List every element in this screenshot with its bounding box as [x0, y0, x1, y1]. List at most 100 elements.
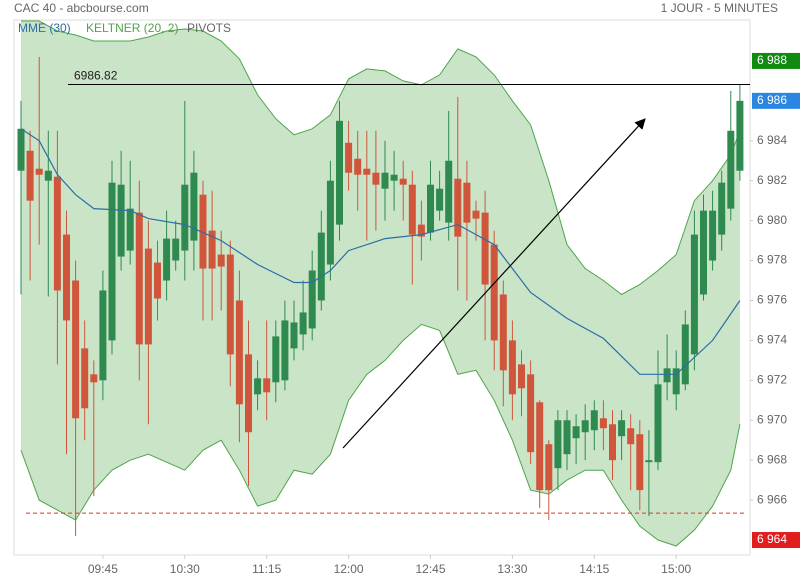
- candle-body: [399, 178, 407, 185]
- candle-body: [690, 234, 698, 355]
- candle-body: [372, 172, 380, 185]
- candle-body: [681, 324, 689, 385]
- x-tick-label: 14:15: [579, 562, 609, 576]
- candle-body: [26, 150, 34, 201]
- x-tick-label: 12:45: [415, 562, 445, 576]
- candle-body: [117, 184, 125, 257]
- candle-body: [390, 174, 398, 181]
- candle-body: [217, 254, 225, 267]
- candle-body: [345, 142, 353, 173]
- candle-body: [235, 300, 243, 405]
- x-tick-label: 10:30: [170, 562, 200, 576]
- candle-body: [135, 212, 143, 345]
- y-tick-label: 6 972: [757, 372, 787, 386]
- candle-body: [709, 210, 717, 261]
- plot: [17, 20, 744, 547]
- price-marker-label: 6 988: [757, 53, 787, 67]
- candle-body: [208, 230, 216, 269]
- candle-body: [545, 444, 553, 491]
- candle-body: [263, 378, 271, 393]
- mme-line: [20, 128, 741, 375]
- price-marker: [752, 92, 800, 109]
- y-tick-label: 6 976: [757, 293, 787, 307]
- candle-body: [718, 182, 726, 235]
- candle-body: [654, 384, 662, 463]
- y-tick-label: 6 974: [757, 333, 787, 347]
- price-marker-label: 6 986: [757, 93, 787, 107]
- candle-body: [445, 160, 453, 223]
- candle-body: [354, 158, 362, 175]
- candle-body: [636, 434, 644, 491]
- y-tick-label: 6 970: [757, 412, 787, 426]
- y-tick-label: 6 968: [757, 452, 787, 466]
- price-marker: [752, 52, 800, 69]
- candle-body: [53, 176, 61, 291]
- candle-body: [490, 244, 498, 341]
- y-tick-label: 6 966: [757, 492, 787, 506]
- candle-body: [381, 172, 389, 189]
- x-tick-label: 12:00: [334, 562, 364, 576]
- x-tick-label: 15:00: [661, 562, 691, 576]
- candle-body: [572, 426, 580, 439]
- candle-body: [727, 130, 735, 209]
- candle-body: [417, 224, 425, 237]
- candle-body: [408, 184, 416, 235]
- legend-entry: KELTNER (20, 2): [86, 21, 178, 35]
- candle-body: [645, 460, 653, 463]
- candle-body: [536, 402, 544, 491]
- y-tick-label: 6 984: [757, 133, 787, 147]
- candle-body: [363, 168, 371, 175]
- candle-body: [126, 208, 134, 251]
- candle-body: [454, 178, 462, 237]
- candle-body: [663, 368, 671, 383]
- price-marker: [752, 532, 800, 549]
- candle-body: [481, 212, 489, 285]
- candle-body: [627, 428, 635, 445]
- keltner-lower: [20, 323, 741, 547]
- candle-body: [90, 374, 98, 383]
- candle-body: [508, 340, 516, 395]
- candle-body: [172, 238, 180, 261]
- candle-body: [427, 184, 434, 233]
- candle-body: [181, 184, 189, 251]
- candle-body: [700, 210, 707, 295]
- candle-body: [563, 420, 571, 455]
- candle-body: [336, 120, 343, 225]
- candle-body: [108, 182, 116, 341]
- period-label: 1 JOUR - 5 MINUTES: [661, 1, 778, 15]
- candle-body: [499, 294, 507, 371]
- candle-body: [472, 210, 480, 219]
- keltner-band: [21, 21, 740, 546]
- candle-body: [554, 420, 562, 469]
- candle-body: [190, 172, 198, 241]
- candle-body: [581, 420, 589, 433]
- candle-body: [527, 374, 535, 453]
- candle-body: [99, 290, 107, 381]
- candle-body: [63, 234, 70, 321]
- source-title: CAC 40 - abcbourse.com: [14, 1, 149, 15]
- legend-entry: PIVOTS: [187, 21, 231, 35]
- legend: MME (30) KELTNER (20, 2) PIVOTS: [18, 21, 231, 35]
- y-tick-label: 6 978: [757, 253, 787, 267]
- candle-body: [518, 364, 525, 389]
- candle-body: [590, 410, 598, 431]
- candle-body: [163, 238, 171, 281]
- legend-entry: MME (30): [18, 21, 71, 35]
- y-tick-label: 6 980: [757, 213, 787, 227]
- trend-arrow: [342, 118, 646, 449]
- keltner-upper: [21, 20, 741, 296]
- candle-body: [44, 170, 52, 181]
- candle-body: [290, 322, 298, 349]
- x-tick-label: 13:30: [497, 562, 527, 576]
- candle-body: [672, 368, 680, 395]
- candle-body: [35, 168, 43, 175]
- candle-body: [618, 420, 626, 437]
- candle-body: [299, 312, 307, 335]
- candle-body: [436, 188, 444, 211]
- candle-body: [272, 336, 280, 383]
- candle-body: [281, 320, 289, 381]
- candle-body: [226, 254, 234, 355]
- candle-body: [326, 180, 334, 265]
- y-tick-label: 6 982: [757, 173, 787, 187]
